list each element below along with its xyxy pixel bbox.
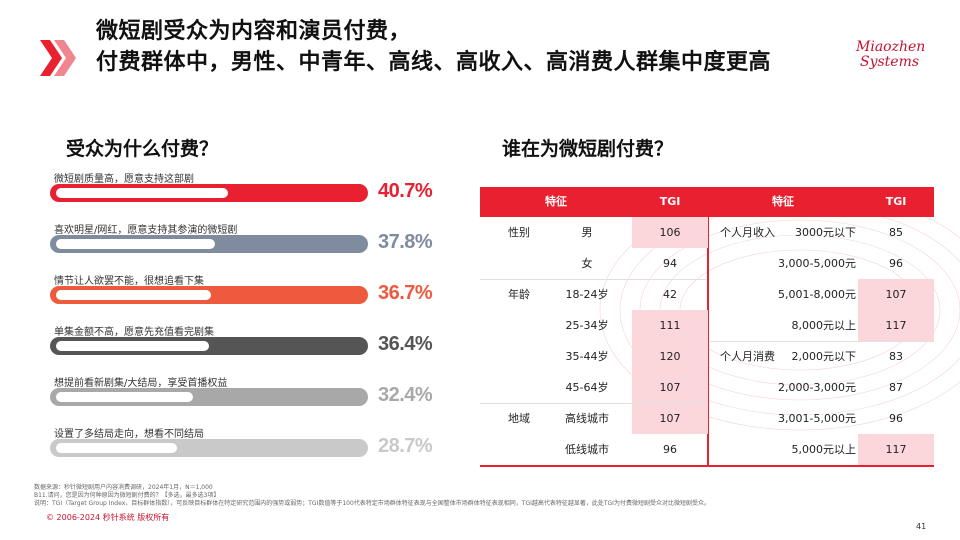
- reason-bar: [50, 184, 368, 202]
- feature-item: 女: [581, 257, 593, 270]
- reason-label: 微短剧质量高，愿意支持这部剧: [54, 174, 194, 185]
- feature-item: 5,001-8,000元: [778, 288, 856, 301]
- tgi-value: 96: [889, 257, 903, 270]
- reason-label: 想提前看新剧集/大结局，享受首播权益: [54, 378, 228, 389]
- feature-item: 25-34岁: [565, 319, 609, 332]
- feature-group: 个人月消费: [720, 350, 775, 363]
- group-separator: [480, 403, 706, 404]
- tgi-value: 83: [889, 350, 903, 363]
- page-title-line2: 付费群体中，男性、中青年、高线、高收入、高消费人群集中度更高: [96, 50, 772, 75]
- page-number: 41: [916, 522, 927, 531]
- reason-bar-inner: [56, 239, 215, 249]
- reason-item: 喜欢明星/网红，愿意支持其参演的微短剧 37.8%: [50, 221, 433, 271]
- feature-item: 高线城市: [565, 412, 609, 425]
- reason-bar: [50, 235, 368, 253]
- tgi-value: 107: [858, 279, 934, 310]
- copyright: © 2006-2024 秒针系统 版权所有: [46, 513, 170, 522]
- footnote-source: 数据来源：秒针微短剧用户内容消费调研，2024年1月，N＝1,000: [34, 484, 213, 491]
- feature-group: 性别: [508, 226, 530, 239]
- reason-bar: [50, 286, 368, 304]
- reason-label: 喜欢明星/网红，愿意支持其参演的微短剧: [54, 225, 238, 236]
- table-header-row: 特征 TGI 特征 TGI: [480, 187, 934, 217]
- chevron-logo-icon: [40, 40, 76, 76]
- header-feature-right: 特征: [772, 195, 794, 208]
- feature-group: 个人月收入: [720, 226, 775, 239]
- feature-item: 2,000-3,000元: [778, 381, 856, 394]
- page-title-line1: 微短剧受众为内容和演员付费，: [96, 19, 412, 44]
- feature-item: 2,000元以下: [791, 350, 857, 363]
- reason-label: 设置了多结局走向，想看不同结局: [54, 429, 204, 440]
- header-feature-left: 特征: [545, 195, 567, 208]
- reason-bar: [50, 337, 368, 355]
- feature-item: 45-64岁: [565, 381, 609, 394]
- reason-bar-inner: [56, 290, 211, 300]
- footnote-explanation: 说明：TGI（Target Group Index，目标群体指数），可反映目标群…: [34, 500, 710, 507]
- tgi-value: 96: [663, 443, 677, 456]
- feature-item: 3,001-5,000元: [778, 412, 856, 425]
- tgi-value: 117: [858, 434, 934, 465]
- reason-label: 单集金额不高，愿意先充值看完剧集: [54, 327, 214, 338]
- reason-bar-inner: [56, 392, 193, 402]
- feature-item: 男: [581, 226, 593, 239]
- section-title-who-pays: 谁在为微短剧付费？: [502, 138, 674, 160]
- reason-item: 单集金额不高，愿意先充值看完剧集 36.4%: [50, 323, 433, 373]
- reason-value: 36.7%: [378, 282, 433, 304]
- feature-group: 地域: [508, 412, 530, 425]
- reason-item: 情节让人欲罢不能，很想追看下集 36.7%: [50, 272, 433, 322]
- reason-value: 28.7%: [378, 435, 433, 457]
- reason-bar-inner: [56, 443, 177, 453]
- reason-bar: [50, 388, 368, 406]
- tgi-value: 42: [663, 288, 677, 301]
- group-separator: [480, 279, 706, 280]
- feature-item: 8,000元以上: [791, 319, 857, 332]
- header-tgi-left: TGI: [659, 195, 681, 208]
- tgi-value: 85: [889, 226, 903, 239]
- tgi-value: 107: [632, 403, 708, 434]
- footnote-question: B11.请问，您是因为何种原因为微短剧付费的？【多选，最多选3项】: [34, 492, 220, 499]
- feature-item: 18-24岁: [565, 288, 609, 301]
- reason-item: 设置了多结局走向，想看不同结局 28.7%: [50, 425, 433, 475]
- tgi-value: 94: [663, 257, 677, 270]
- table-bottom-border: [480, 465, 934, 467]
- header-tgi-right: TGI: [885, 195, 907, 208]
- section-title-why-pay: 受众为什么付费？: [66, 138, 219, 160]
- logo-line1: Miaozhen: [856, 39, 926, 55]
- reason-bar-inner: [56, 341, 209, 351]
- feature-item: 35-44岁: [565, 350, 609, 363]
- reason-value: 40.7%: [378, 180, 433, 202]
- reason-label: 情节让人欲罢不能，很想追看下集: [54, 276, 204, 287]
- feature-item: 3000元以下: [795, 226, 856, 239]
- reason-value: 36.4%: [378, 333, 433, 355]
- feature-item: 低线城市: [565, 443, 609, 456]
- feature-item: 3,000-5,000元: [778, 257, 856, 270]
- feature-item: 5,000元以上: [791, 443, 857, 456]
- reason-item: 想提前看新剧集/大结局，享受首播权益 32.4%: [50, 374, 433, 424]
- tgi-value: 96: [889, 412, 903, 425]
- tgi-value: 87: [889, 381, 903, 394]
- logo-line2: Systems: [860, 54, 920, 70]
- company-logo: Miaozhen Systems: [856, 40, 936, 70]
- feature-group: 年龄: [508, 288, 530, 301]
- tgi-value: 106: [632, 217, 708, 248]
- tgi-value: 111: [632, 310, 708, 341]
- tgi-value: 120: [632, 341, 708, 372]
- reason-bar: [50, 439, 368, 457]
- table-column-divider: [707, 217, 709, 465]
- footnotes: 数据来源：秒针微短剧用户内容消费调研，2024年1月，N＝1,000 B11.请…: [34, 484, 854, 508]
- reason-bar-inner: [56, 188, 228, 198]
- tgi-value: 117: [858, 310, 934, 341]
- reason-item: 微短剧质量高，愿意支持这部剧 40.7%: [50, 170, 433, 220]
- reason-value: 32.4%: [378, 384, 433, 406]
- reason-value: 37.8%: [378, 231, 433, 253]
- tgi-value: 107: [632, 372, 708, 403]
- page-title: 微短剧受众为内容和演员付费， 付费群体中，男性、中青年、高线、高收入、高消费人群…: [96, 16, 771, 78]
- group-separator: [710, 341, 934, 342]
